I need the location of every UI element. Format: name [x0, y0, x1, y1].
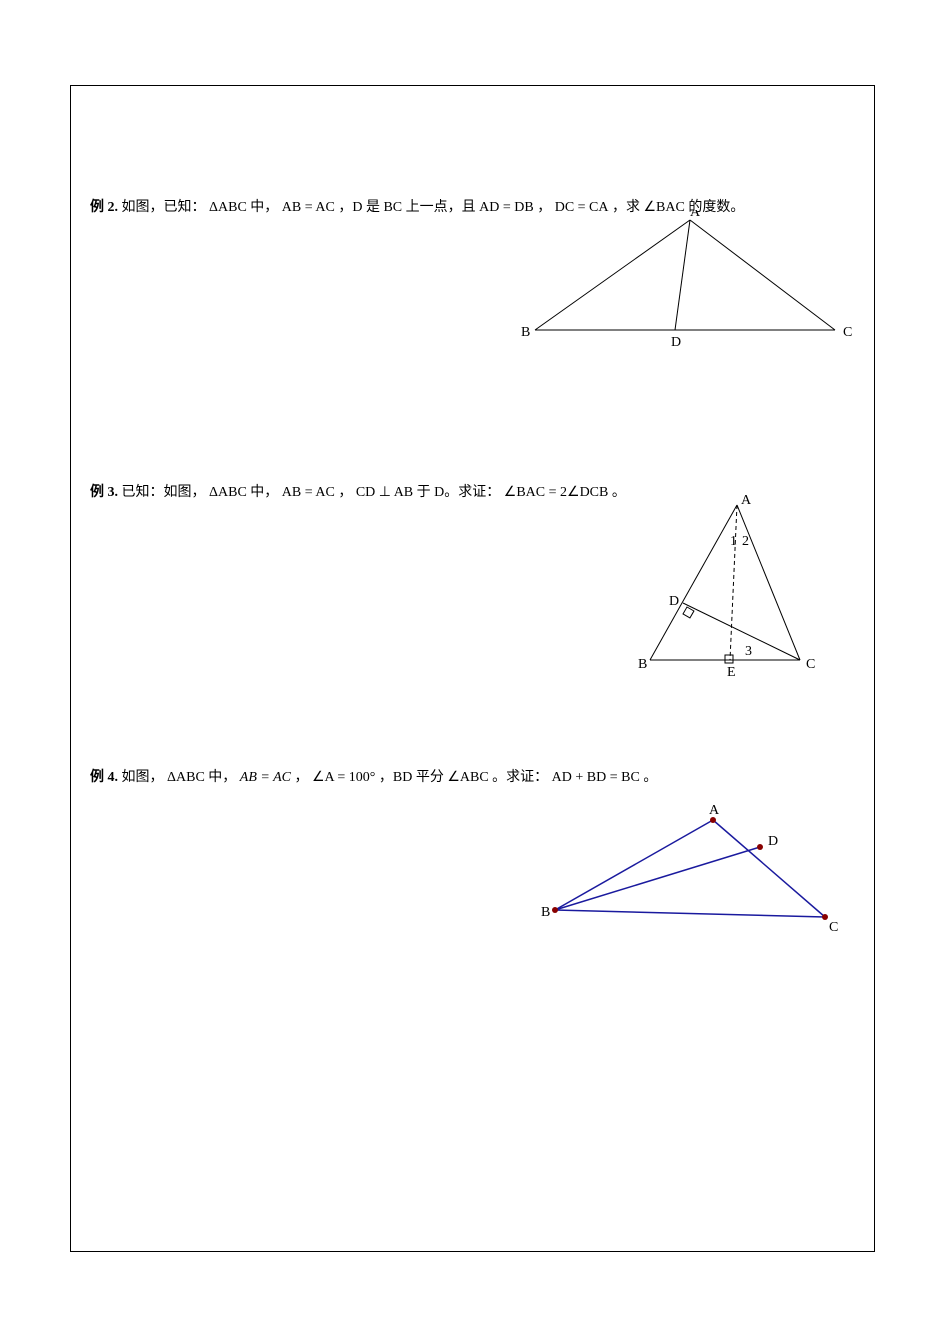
figure-3: 12 3 A B C D E — [635, 495, 825, 690]
problem-4: 例 4. 如图， ΔABC 中， AB = AC ， ∠A = 100° ，BD… — [90, 765, 855, 790]
page-content: 例 2. 如图，已知： ΔABC 中， AB = AC ，D 是 BC 上一点，… — [70, 85, 875, 1252]
svg-text:C: C — [843, 325, 852, 340]
ex4-p2: ΔABC — [167, 770, 205, 785]
ex4-p11: 。 — [643, 770, 657, 785]
svg-text:A: A — [709, 805, 720, 818]
ex3-p4: AB = AC — [282, 485, 335, 500]
ex4-p9: 。求证： — [492, 770, 548, 785]
problem-3-label: 例 3. — [90, 485, 118, 500]
svg-text:3: 3 — [745, 644, 752, 659]
svg-text:A: A — [690, 210, 701, 220]
ex3-p1: 已知：如图， — [122, 485, 206, 500]
svg-text:C: C — [806, 657, 815, 672]
figure-2: A B C D — [505, 210, 865, 365]
svg-text:B: B — [638, 657, 647, 672]
svg-text:D: D — [671, 335, 681, 350]
svg-text:D: D — [669, 594, 679, 609]
svg-text:A: A — [741, 495, 752, 508]
ex4-p10: AD + BD = BC — [552, 770, 640, 785]
ex3-p6: CD ⊥ AB — [356, 485, 413, 500]
svg-text:D: D — [768, 834, 778, 849]
ex3-p5: ， — [338, 485, 352, 500]
ex3-p7: 于 D。求证： — [417, 485, 501, 500]
ex3-p2: ΔABC — [209, 485, 247, 500]
problem-3: 例 3. 已知：如图， ΔABC 中， AB = AC ， CD ⊥ AB 于 … — [90, 480, 855, 505]
svg-text:1: 1 — [730, 534, 737, 549]
ex4-p8: ∠ABC — [447, 770, 488, 785]
ex3-p9: 。 — [612, 485, 626, 500]
ex2-p1: 如图，已知： — [122, 200, 206, 215]
ex4-p6: ∠A = 100° — [312, 770, 375, 785]
ex4-p4: AB = AC — [240, 770, 291, 785]
svg-text:2: 2 — [742, 534, 749, 549]
ex3-p3: 中， — [250, 485, 278, 500]
problem-2: 例 2. 如图，已知： ΔABC 中， AB = AC ，D 是 BC 上一点，… — [90, 195, 855, 220]
ex2-p3: 中， — [250, 200, 278, 215]
ex2-p5: ，D 是 BC 上一点，且 — [338, 200, 479, 215]
figure-2-svg: A B C D — [505, 210, 865, 360]
svg-text:E: E — [727, 665, 736, 680]
problem-4-label: 例 4. — [90, 770, 118, 785]
ex4-p7: ，BD 平分 — [379, 770, 447, 785]
ex2-p4: AB = AC — [282, 200, 335, 215]
figure-3-svg: 12 3 A B C D E — [635, 495, 825, 685]
ex3-p8: ∠BAC = 2∠DCB — [504, 485, 609, 500]
problem-4-text: 例 4. 如图， ΔABC 中， AB = AC ， ∠A = 100° ，BD… — [90, 765, 855, 790]
svg-text:B: B — [521, 325, 530, 340]
ex4-p3: 中， — [208, 770, 236, 785]
figure-4-svg: A B C D — [535, 805, 845, 945]
svg-text:C: C — [829, 920, 838, 935]
ex4-p1: 如图， — [122, 770, 164, 785]
svg-text:B: B — [541, 905, 550, 920]
problem-2-label: 例 2. — [90, 200, 118, 215]
ex2-p2: ΔABC — [209, 200, 247, 215]
ex4-p5: ， — [294, 770, 308, 785]
figure-4: A B C D — [535, 805, 845, 950]
